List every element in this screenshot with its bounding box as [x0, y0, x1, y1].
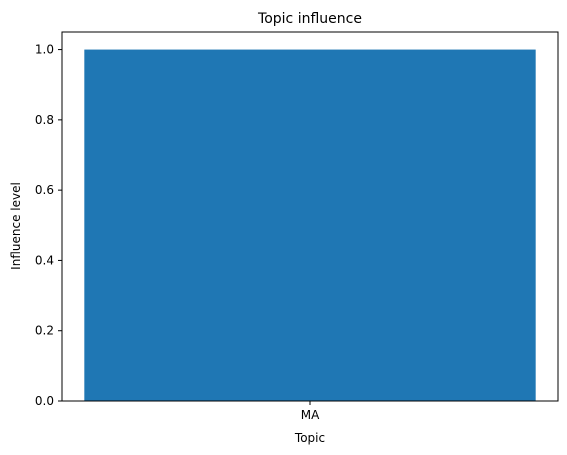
y-tick-label: 0.2	[35, 324, 54, 338]
y-tick-label: 0.8	[35, 113, 54, 127]
bar-ma	[84, 49, 536, 401]
chart-title: Topic influence	[257, 11, 362, 27]
y-tick-label: 0.0	[35, 394, 54, 408]
plot-frame	[61, 31, 559, 402]
bars-layer	[84, 49, 536, 401]
x-tick-label: MA	[301, 408, 320, 422]
x-axis: MA	[301, 401, 320, 422]
x-axis-label: Topic	[294, 431, 325, 445]
y-axis-label: Influence level	[9, 182, 23, 270]
y-tick-label: 1.0	[35, 43, 54, 57]
y-tick-label: 0.6	[35, 183, 54, 197]
y-axis: 0.0 0.2 0.4 0.6 0.8 1.0	[35, 43, 62, 408]
y-tick-label: 0.4	[35, 253, 54, 267]
